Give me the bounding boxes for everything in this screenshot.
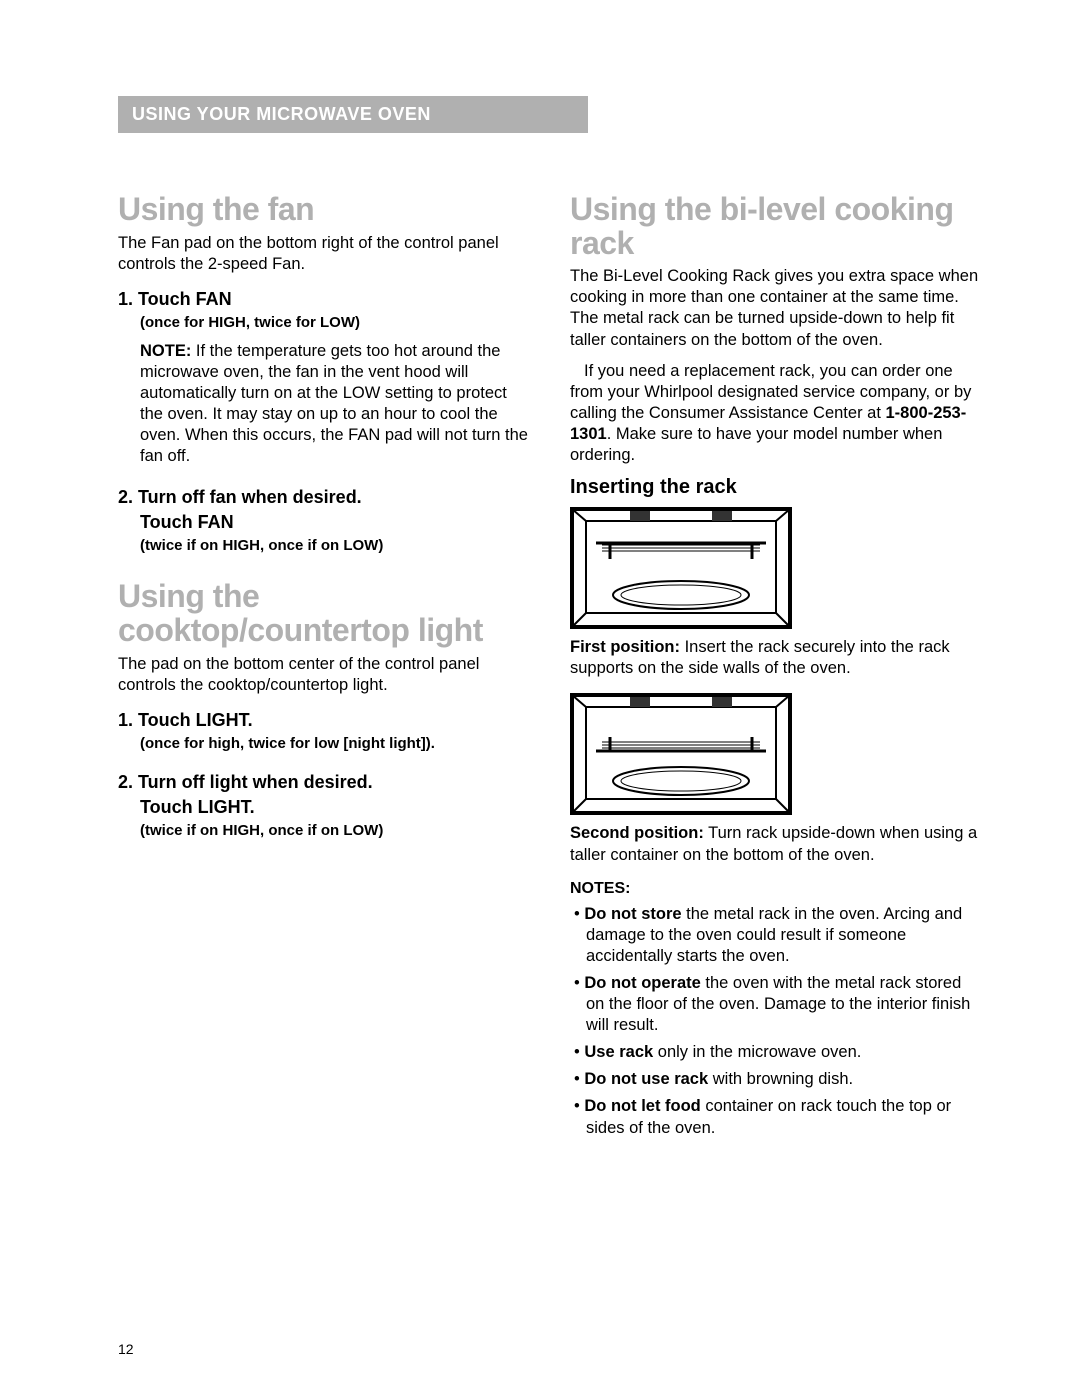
pos1-bold: First position:	[570, 638, 680, 656]
section-title-fan: Using the fan	[118, 193, 528, 227]
fan-step1-sub: (once for HIGH, twice for LOW)	[140, 314, 528, 331]
intro2b: . Make sure to have your model number wh…	[570, 425, 942, 464]
note-label: NOTE:	[140, 342, 191, 360]
section-title-rack: Using the bi-level cooking rack	[570, 193, 980, 260]
first-position-text: First position: Insert the rack securely…	[570, 637, 980, 679]
right-column: Using the bi-level cooking rack The Bi-L…	[570, 193, 980, 1145]
list-item: Do not operate the oven with the metal r…	[570, 973, 980, 1036]
rack-figure-second-position	[570, 693, 792, 815]
fan-step1-note: NOTE: If the temperature gets too hot ar…	[140, 341, 528, 468]
list-item: Do not let food container on rack touch …	[570, 1096, 980, 1138]
content-columns: Using the fan The Fan pad on the bottom …	[118, 193, 980, 1145]
light-step2a: 2. Turn off light when desired.	[118, 772, 528, 793]
light-step2-sub: (twice if on HIGH, once if on LOW)	[140, 822, 528, 839]
second-position-text: Second position: Turn rack upside-down w…	[570, 823, 980, 865]
list-item: Do not use rack with browning dish.	[570, 1069, 980, 1090]
light-step2b: Touch LIGHT.	[140, 797, 528, 818]
fan-step2b: Touch FAN	[140, 512, 528, 533]
note-text: If the temperature gets too hot around t…	[140, 342, 528, 466]
rack-intro1: The Bi-Level Cooking Rack gives you extr…	[570, 266, 980, 350]
pos2-bold: Second position:	[570, 824, 704, 842]
list-item: Use rack only in the microwave oven.	[570, 1042, 980, 1063]
notes-list: Do not store the metal rack in the oven.…	[570, 904, 980, 1139]
fan-step2-sub: (twice if on HIGH, once if on LOW)	[140, 537, 528, 554]
inserting-rack-subhead: Inserting the rack	[570, 476, 980, 499]
page-number: 12	[118, 1341, 134, 1357]
note-bold: Do not store	[584, 905, 681, 923]
light-step1: 1. Touch LIGHT.	[118, 710, 528, 731]
light-step1-sub: (once for high, twice for low [night lig…	[140, 735, 528, 752]
note-bold: Do not use rack	[584, 1070, 708, 1088]
left-column: Using the fan The Fan pad on the bottom …	[118, 193, 528, 1145]
fan-intro: The Fan pad on the bottom right of the c…	[118, 233, 528, 275]
fan-step1: 1. Touch FAN	[118, 289, 528, 310]
section-title-light: Using the cooktop/countertop light	[118, 580, 528, 647]
note-bold: Do not let food	[584, 1097, 700, 1115]
fan-section: Using the fan The Fan pad on the bottom …	[118, 193, 528, 554]
rack-intro2: If you need a replacement rack, you can …	[570, 361, 980, 467]
rack-figure-first-position	[570, 507, 792, 629]
fan-step2a: 2. Turn off fan when desired.	[118, 487, 528, 508]
light-intro: The pad on the bottom center of the cont…	[118, 654, 528, 696]
list-item: Do not store the metal rack in the oven.…	[570, 904, 980, 967]
note-rest: with browning dish.	[708, 1070, 853, 1088]
header-bar: USING YOUR MICROWAVE OVEN	[118, 96, 588, 133]
note-bold: Do not operate	[584, 974, 700, 992]
notes-label: NOTES:	[570, 880, 980, 898]
note-rest: only in the microwave oven.	[653, 1043, 861, 1061]
light-section: Using the cooktop/countertop light The p…	[118, 580, 528, 838]
note-bold: Use rack	[584, 1043, 653, 1061]
